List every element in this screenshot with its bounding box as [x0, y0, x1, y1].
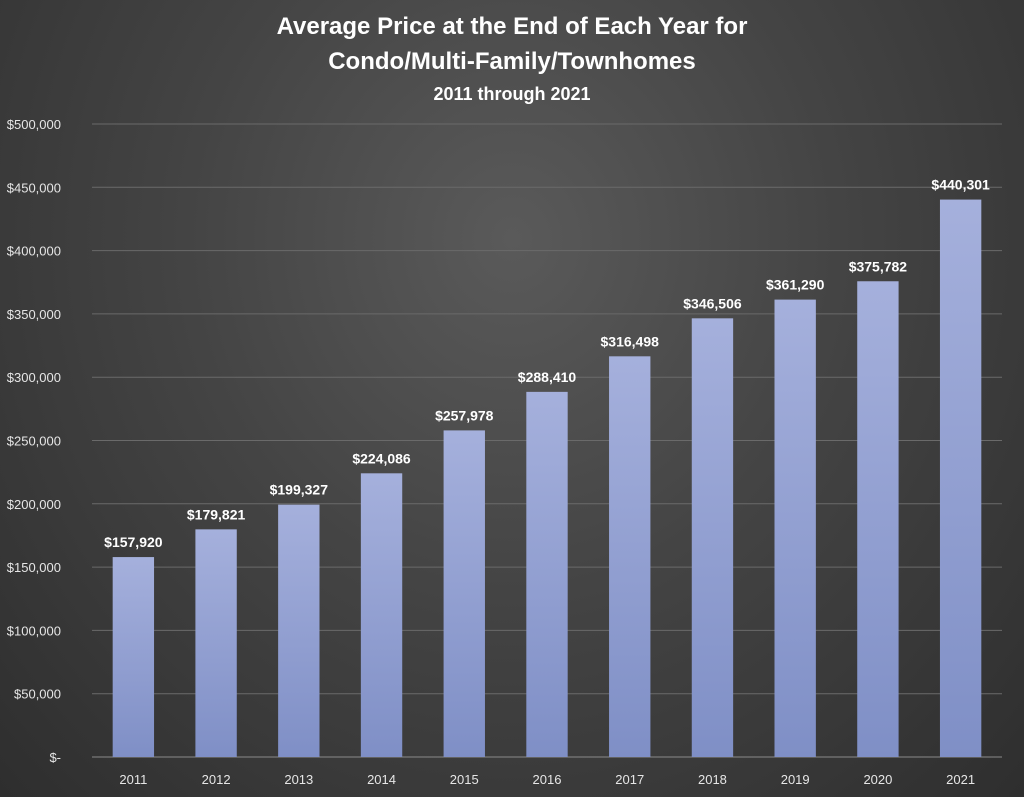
- y-axis-tick-labels: $- $50,000 $100,000 $150,000 $200,000 $250,00…: [7, 117, 61, 765]
- x-tick-label-2015: 2015: [450, 772, 479, 787]
- y-tick-label: $500,000: [7, 117, 61, 132]
- bar-2015: [443, 430, 485, 757]
- bar-2017: [609, 356, 651, 757]
- x-axis-tick-labels: 2011 2012 2013 2014 2015 2016 2017 2018 2019 2020…: [119, 772, 975, 787]
- data-label-2015: $257,978: [435, 407, 494, 423]
- y-tick-label: $350,000: [7, 307, 61, 322]
- x-tick-label-2012: 2012: [202, 772, 231, 787]
- bar-2012: [195, 529, 237, 757]
- chart-title-line2: Condo/Multi-Family/Townhomes: [328, 48, 696, 75]
- x-tick-label-2014: 2014: [367, 772, 396, 787]
- data-label-2018: $346,506: [683, 295, 742, 311]
- bar-2013: [278, 504, 320, 757]
- x-tick-label-2016: 2016: [533, 772, 562, 787]
- x-tick-label-2020: 2020: [863, 772, 892, 787]
- y-tick-label: $250,000: [7, 434, 61, 449]
- x-tick-label-2018: 2018: [698, 772, 727, 787]
- y-tick-label: $450,000: [7, 180, 61, 195]
- bar-2020: [857, 281, 899, 757]
- data-label-2016: $288,410: [518, 369, 577, 385]
- bar-2021: [939, 199, 982, 758]
- bar-2018: [691, 318, 734, 757]
- y-tick-label: $300,000: [7, 370, 61, 385]
- bar-2016: [526, 391, 568, 757]
- data-label-2017: $316,498: [601, 333, 660, 349]
- data-label-2011: $157,920: [104, 534, 163, 550]
- y-tick-label: $150,000: [7, 560, 61, 575]
- y-tick-label: $50,000: [14, 687, 61, 702]
- y-tick-label: $100,000: [7, 623, 61, 638]
- x-tick-label-2013: 2013: [284, 772, 313, 787]
- chart-title: Average Price at the End of Each Year fo…: [277, 13, 748, 40]
- data-labels: $157,920 $179,821 $199,327 $224,086 $257,978…: [104, 177, 990, 550]
- data-label-2014: $224,086: [352, 450, 411, 466]
- x-tick-label-2019: 2019: [781, 772, 810, 787]
- y-tick-label: $400,000: [7, 244, 61, 259]
- y-tick-label: $200,000: [7, 497, 61, 512]
- y-tick-label: $-: [49, 750, 61, 765]
- x-tick-label-2017: 2017: [615, 772, 644, 787]
- bars: [112, 199, 982, 758]
- chart-subtitle: 2011 through 2021: [433, 84, 590, 104]
- bar-2011: [112, 557, 155, 757]
- data-label-2021: $440,301: [931, 177, 990, 193]
- x-tick-label-2011: 2011: [119, 772, 147, 787]
- data-label-2019: $361,290: [766, 277, 825, 293]
- data-label-2012: $179,821: [187, 506, 246, 522]
- x-tick-label-2021: 2021: [946, 772, 975, 787]
- bar-2019: [774, 299, 816, 757]
- data-label-2020: $375,782: [849, 258, 908, 274]
- data-label-2013: $199,327: [270, 482, 329, 498]
- bar-2014: [360, 473, 403, 757]
